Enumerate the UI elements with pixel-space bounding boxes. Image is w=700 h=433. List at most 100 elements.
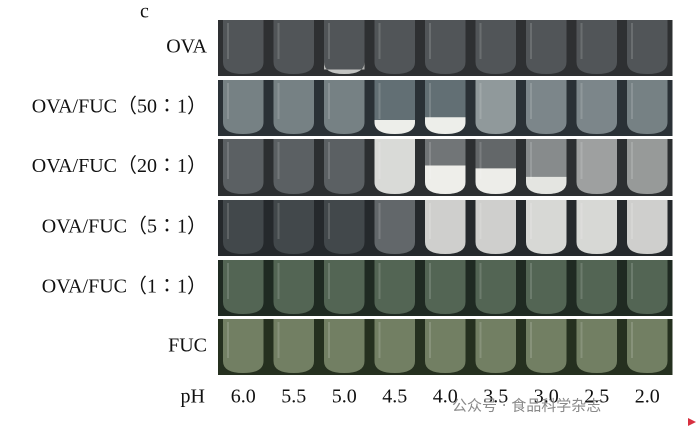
tube [324,80,365,134]
tube-highlight [479,322,482,358]
tube [475,319,516,373]
ph-value: 3.0 [534,386,559,408]
row-label: OVA/FUC（5∶1） [42,215,207,238]
tube [576,319,617,373]
turbidity [223,80,264,134]
tube [223,80,264,134]
arrow-head [688,418,696,426]
sediment [374,120,415,134]
tube [475,80,516,134]
tube-highlight [328,203,330,239]
tube [475,260,516,314]
turbidity [627,139,668,194]
turbidity [576,139,617,194]
ph-value: 6.0 [231,386,256,408]
sediment [526,176,567,194]
turbidity [627,200,668,254]
tube-highlight [580,142,583,179]
turbidity [273,80,314,134]
tube-highlight [378,203,381,239]
tube [374,319,415,373]
tube-highlight [227,142,229,179]
sediment [425,117,466,134]
tube [273,319,314,373]
ph-value: 5.0 [332,386,357,408]
tube [223,20,264,74]
ph-value: 4.5 [382,386,407,408]
tube-highlight [378,23,381,59]
turbidity [576,80,617,134]
row-label: FUC [168,335,207,357]
tube [374,260,415,314]
tube-highlight [631,203,633,239]
tube [223,139,264,194]
watermark: 公众号 · 食品科学杂志 [452,397,601,415]
turbidity [425,260,466,314]
turbidity [576,319,617,373]
sediment [324,62,365,74]
tube-highlight [277,263,280,299]
tube-highlight [580,83,583,119]
tube-highlight [631,142,633,179]
turbidity [324,319,365,373]
row-label: OVA/FUC（1∶1） [42,275,207,298]
turbidity [475,80,516,134]
turbidity [475,319,516,373]
tube-photo [218,20,673,375]
row-label: OVA/FUC（20∶1） [32,154,207,177]
tube-highlight [328,23,330,59]
tube-highlight [479,203,482,239]
tube-highlight [580,263,583,299]
tube-highlight [429,23,431,59]
turbidity [475,260,516,314]
tube [324,20,365,74]
turbidity [374,319,415,373]
turbidity [374,260,415,314]
tube-highlight [328,322,330,358]
tube-highlight [227,23,229,59]
tube-highlight [277,83,280,119]
tube-highlight [378,83,381,119]
turbidity [526,319,567,373]
turbidity [324,139,365,194]
tube [576,260,617,314]
turbidity [273,319,314,373]
tube [425,319,466,373]
tube [273,139,314,194]
tube-highlight [378,263,381,299]
tube [324,200,365,254]
tube-highlight [429,322,431,358]
turbidity [223,260,264,314]
turbidity [627,319,668,373]
tube-highlight [479,263,482,299]
turbidity [273,260,314,314]
tube [526,260,567,314]
tube [627,20,668,74]
tube [526,80,567,134]
tube-highlight [429,203,431,239]
tube-highlight [328,263,330,299]
tube [526,319,567,373]
ph-values: 6.0 5.5 5.0 4.5 4.0 3.5 3.0 2.5 2.0 [231,386,660,408]
tube [273,200,314,254]
tube-highlight [227,322,229,358]
panel-label: c [140,1,149,23]
turbidity [273,139,314,194]
tube-highlight [378,142,381,179]
tube [627,80,668,134]
turbidity [223,139,264,194]
tube-highlight [530,203,532,239]
tube [475,20,516,74]
tube-highlight [277,142,280,179]
tube [223,260,264,314]
tube-highlight [277,203,280,239]
tube [576,80,617,134]
tube-highlight [530,263,532,299]
turbidity [576,200,617,254]
tube-highlight [277,23,280,59]
ph-value: 3.5 [483,386,508,408]
turbidity [374,139,415,194]
turbidity [223,319,264,373]
tube-highlight [631,83,633,119]
row-label: OVA/FUC（50∶1） [32,95,207,118]
